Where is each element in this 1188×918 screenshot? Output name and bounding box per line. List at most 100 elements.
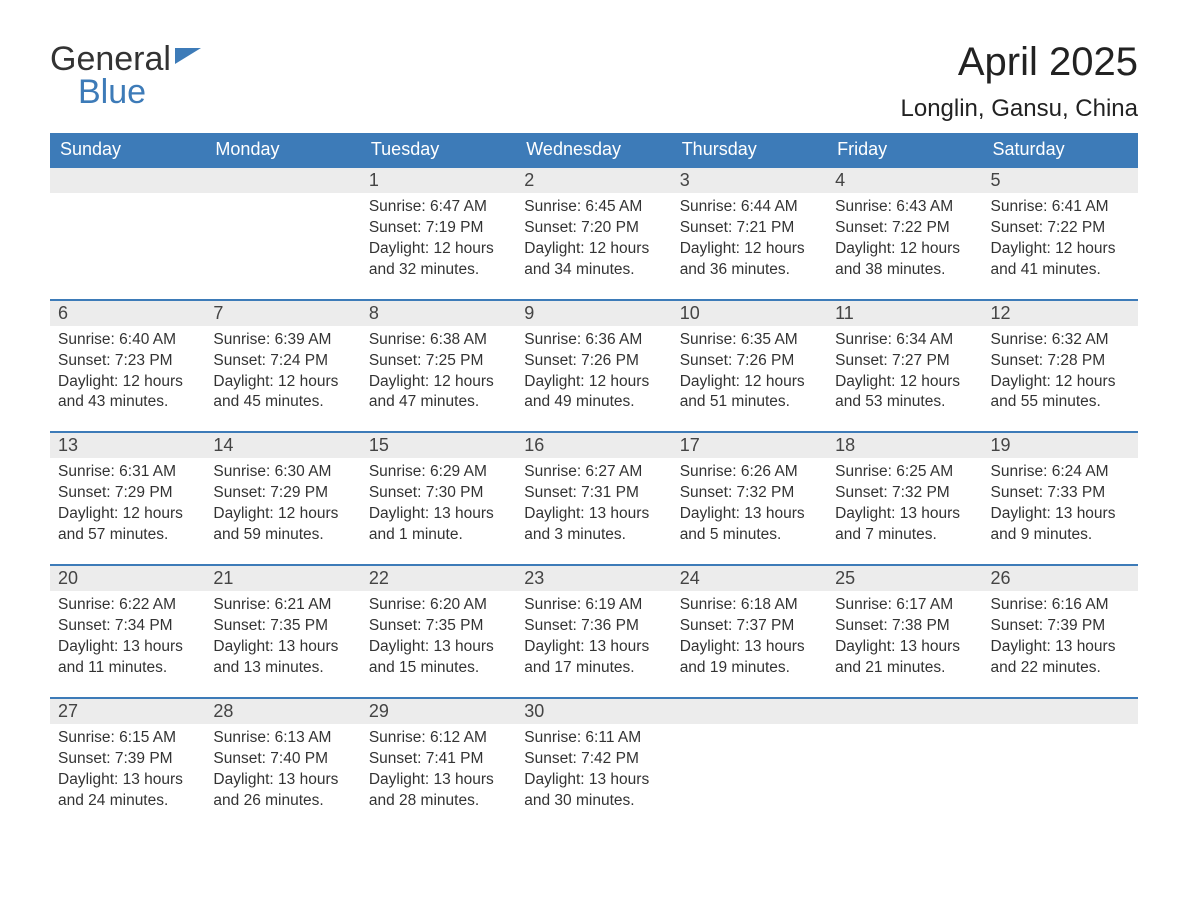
sunrise-text: Sunrise: 6:17 AM: [835, 595, 974, 616]
sunrise-text: Sunrise: 6:38 AM: [369, 330, 508, 351]
day-cell: Sunrise: 6:19 AMSunset: 7:36 PMDaylight:…: [516, 591, 671, 698]
daynum-row: 27282930: [50, 698, 1138, 724]
day-number-cell: 12: [983, 300, 1138, 326]
daylight-text: and 51 minutes.: [680, 392, 819, 413]
daylight-text: and 7 minutes.: [835, 525, 974, 546]
day-number-cell: 20: [50, 565, 205, 591]
day-cell: Sunrise: 6:13 AMSunset: 7:40 PMDaylight:…: [205, 724, 360, 830]
day-number-cell: 29: [361, 698, 516, 724]
daylight-text: Daylight: 12 hours: [213, 504, 352, 525]
daylight-text: and 9 minutes.: [991, 525, 1130, 546]
day-cell: Sunrise: 6:25 AMSunset: 7:32 PMDaylight:…: [827, 458, 982, 565]
day-cell: Sunrise: 6:35 AMSunset: 7:26 PMDaylight:…: [672, 326, 827, 433]
daylight-text: and 43 minutes.: [58, 392, 197, 413]
sunset-text: Sunset: 7:23 PM: [58, 351, 197, 372]
day-cell: Sunrise: 6:24 AMSunset: 7:33 PMDaylight:…: [983, 458, 1138, 565]
day-cell: Sunrise: 6:15 AMSunset: 7:39 PMDaylight:…: [50, 724, 205, 830]
daylight-text: Daylight: 12 hours: [369, 372, 508, 393]
daylight-text: Daylight: 13 hours: [524, 637, 663, 658]
day-number-cell: 15: [361, 432, 516, 458]
day-number-cell: 3: [672, 167, 827, 193]
day-cell: Sunrise: 6:39 AMSunset: 7:24 PMDaylight:…: [205, 326, 360, 433]
logo-flag-icon: [175, 48, 201, 64]
sunset-text: Sunset: 7:26 PM: [524, 351, 663, 372]
day-number-cell: 25: [827, 565, 982, 591]
sunrise-text: Sunrise: 6:21 AM: [213, 595, 352, 616]
sunset-text: Sunset: 7:42 PM: [524, 749, 663, 770]
sunrise-text: Sunrise: 6:12 AM: [369, 728, 508, 749]
daylight-text: Daylight: 12 hours: [524, 239, 663, 260]
day-number-cell: 17: [672, 432, 827, 458]
sunrise-text: Sunrise: 6:29 AM: [369, 462, 508, 483]
weekday-header: Tuesday: [361, 133, 516, 167]
day-cell: [205, 193, 360, 300]
daylight-text: and 3 minutes.: [524, 525, 663, 546]
daylight-text: and 15 minutes.: [369, 658, 508, 679]
day-number-cell: 14: [205, 432, 360, 458]
day-cell: Sunrise: 6:44 AMSunset: 7:21 PMDaylight:…: [672, 193, 827, 300]
day-cell: Sunrise: 6:29 AMSunset: 7:30 PMDaylight:…: [361, 458, 516, 565]
day-number-cell: 9: [516, 300, 671, 326]
day-number-cell: [205, 167, 360, 193]
day-cell: Sunrise: 6:17 AMSunset: 7:38 PMDaylight:…: [827, 591, 982, 698]
sunrise-text: Sunrise: 6:32 AM: [991, 330, 1130, 351]
sunset-text: Sunset: 7:25 PM: [369, 351, 508, 372]
sunrise-text: Sunrise: 6:25 AM: [835, 462, 974, 483]
sunset-text: Sunset: 7:28 PM: [991, 351, 1130, 372]
daylight-text: Daylight: 13 hours: [835, 504, 974, 525]
day-number-cell: 27: [50, 698, 205, 724]
daylight-text: and 45 minutes.: [213, 392, 352, 413]
daylight-text: and 19 minutes.: [680, 658, 819, 679]
sunset-text: Sunset: 7:27 PM: [835, 351, 974, 372]
day-content-row: Sunrise: 6:15 AMSunset: 7:39 PMDaylight:…: [50, 724, 1138, 830]
daylight-text: and 59 minutes.: [213, 525, 352, 546]
day-number-cell: 8: [361, 300, 516, 326]
day-number-cell: 2: [516, 167, 671, 193]
sunrise-text: Sunrise: 6:47 AM: [369, 197, 508, 218]
day-cell: Sunrise: 6:20 AMSunset: 7:35 PMDaylight:…: [361, 591, 516, 698]
sunrise-text: Sunrise: 6:41 AM: [991, 197, 1130, 218]
day-number-cell: 11: [827, 300, 982, 326]
day-cell: Sunrise: 6:32 AMSunset: 7:28 PMDaylight:…: [983, 326, 1138, 433]
day-number-cell: 22: [361, 565, 516, 591]
day-cell: Sunrise: 6:16 AMSunset: 7:39 PMDaylight:…: [983, 591, 1138, 698]
sunrise-text: Sunrise: 6:31 AM: [58, 462, 197, 483]
sunset-text: Sunset: 7:32 PM: [835, 483, 974, 504]
sunset-text: Sunset: 7:29 PM: [58, 483, 197, 504]
day-cell: Sunrise: 6:26 AMSunset: 7:32 PMDaylight:…: [672, 458, 827, 565]
daylight-text: and 57 minutes.: [58, 525, 197, 546]
day-number-cell: 30: [516, 698, 671, 724]
day-number-cell: [50, 167, 205, 193]
day-number-cell: 7: [205, 300, 360, 326]
day-content-row: Sunrise: 6:31 AMSunset: 7:29 PM Daylight:…: [50, 458, 1138, 565]
weekday-header: Monday: [205, 133, 360, 167]
day-number-cell: 1: [361, 167, 516, 193]
daylight-text: and 32 minutes.: [369, 260, 508, 281]
day-cell: Sunrise: 6:43 AMSunset: 7:22 PMDaylight:…: [827, 193, 982, 300]
sunset-text: Sunset: 7:36 PM: [524, 616, 663, 637]
day-cell: Sunrise: 6:34 AMSunset: 7:27 PMDaylight:…: [827, 326, 982, 433]
sunrise-text: Sunrise: 6:18 AM: [680, 595, 819, 616]
daylight-text: Daylight: 12 hours: [524, 372, 663, 393]
daylight-text: and 24 minutes.: [58, 791, 197, 812]
sunset-text: Sunset: 7:35 PM: [369, 616, 508, 637]
sunset-text: Sunset: 7:20 PM: [524, 218, 663, 239]
daynum-row: 13141516171819: [50, 432, 1138, 458]
sunset-text: Sunset: 7:33 PM: [991, 483, 1130, 504]
daynum-row: 20212223242526: [50, 565, 1138, 591]
sunrise-text: Sunrise: 6:35 AM: [680, 330, 819, 351]
day-number-cell: 16: [516, 432, 671, 458]
daylight-text: and 17 minutes.: [524, 658, 663, 679]
sunset-text: Sunset: 7:38 PM: [835, 616, 974, 637]
daylight-text: and 5 minutes.: [680, 525, 819, 546]
day-cell: Sunrise: 6:22 AMSunset: 7:34 PMDaylight:…: [50, 591, 205, 698]
sunset-text: Sunset: 7:21 PM: [680, 218, 819, 239]
daylight-text: and 26 minutes.: [213, 791, 352, 812]
sunset-text: Sunset: 7:40 PM: [213, 749, 352, 770]
day-number-cell: 5: [983, 167, 1138, 193]
daylight-text: Daylight: 13 hours: [58, 637, 197, 658]
daylight-text: and 53 minutes.: [835, 392, 974, 413]
title-block: April 2025 Longlin, Gansu, China: [901, 40, 1139, 123]
day-cell: Sunrise: 6:18 AMSunset: 7:37 PMDaylight:…: [672, 591, 827, 698]
daylight-text: Daylight: 12 hours: [991, 239, 1130, 260]
